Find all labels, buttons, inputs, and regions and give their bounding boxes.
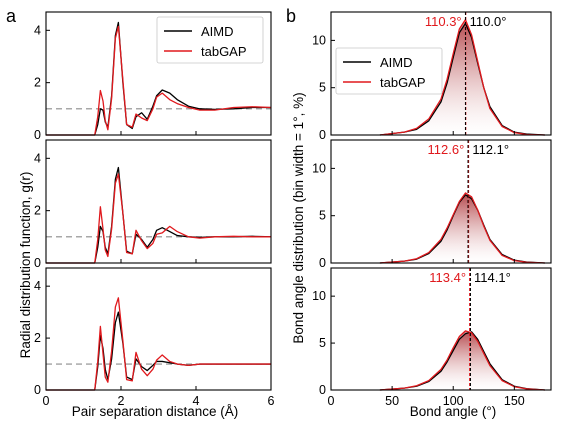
angle-label-tabgap: 113.4° [429,270,466,285]
rdf-y-axis-label: Radial distribution function, g(r) [18,172,33,359]
series-line-tabgap [46,173,271,264]
legend-label-aimd: AIMD [380,55,413,70]
y-tick-label: 0 [319,128,326,142]
y-tick-label: 10 [312,161,326,175]
panel-frame [330,11,552,136]
bond-angle-panel-2: 112.6° 112.1° 0 5 10 [312,139,552,270]
x-tick-label: 4 [193,394,200,408]
series-line-aimd [46,166,272,264]
angle-x-axis-label: Bond angle (°) [410,404,496,419]
y-tick-label: 0 [34,256,41,270]
panel-frame [45,11,272,136]
series-line-aimd [46,21,271,136]
legend-label-aimd: AIMD [201,24,234,39]
y-tick-label: 10 [312,33,326,47]
distribution-fill-tabgap [379,330,545,390]
angle-label-tabgap: 110.3° [425,14,462,29]
bond-angle-panel-1: 110.3° 110.0° 0 5 10 AIMD tabGAP [312,11,552,142]
legend-label-tabgap: tabGAP [201,44,247,59]
x-tick-label: 150 [504,394,525,408]
panel-frame [45,267,272,391]
x-tick-label: 100 [443,394,464,408]
y-tick-label: 2 [34,331,41,345]
x-tick-label: 6 [268,394,275,408]
y-tick-label: 0 [319,383,326,397]
y-tick-label: 0 [319,256,326,270]
x-tick-label: 0 [43,394,50,408]
series-line-tabgap [379,192,545,264]
x-tick-label: 50 [385,394,399,408]
series-line-aimd [379,331,545,391]
rdf-panel-1: 0 2 4 AIMD tabGAP [34,11,272,142]
rdf-panel-2: 0 2 4 [34,139,272,270]
angle-label-tabgap: 112.6° [428,142,465,157]
series-line-tabgap [379,330,545,391]
rdf-panel-3: 0 2 4 0 2 4 6 [34,267,275,408]
y-tick-label: 5 [319,209,326,223]
panel-label-a: a [6,6,17,26]
angle-label-aimd: 114.1° [474,270,511,285]
y-tick-label: 5 [319,81,326,95]
distribution-fill-tabgap [379,19,545,136]
rdf-x-axis-label: Pair separation distance (Å) [72,404,239,419]
series-line-aimd [46,311,271,391]
series-line-tabgap [46,25,272,136]
plot-area: 0 2 4 AIMD tabGAP 0 2 4 0 2 4 0 2 4 6 110.3° 110.0° 0 5 10 A… [34,11,552,408]
angle-label-aimd: 112.1° [472,142,509,157]
x-tick-label: 0 [328,394,335,408]
y-tick-label: 2 [34,204,41,218]
y-tick-label: 4 [34,23,41,37]
angle-label-aimd: 110.0° [470,14,507,29]
panel-label-b: b [286,6,296,26]
panel-frame [330,139,552,264]
y-tick-label: 0 [34,383,41,397]
y-tick-label: 2 [34,76,41,90]
series-line-tabgap [46,297,271,391]
panel-frame [330,267,552,391]
y-tick-label: 5 [319,336,326,350]
y-tick-label: 4 [34,151,41,165]
y-tick-label: 10 [312,289,326,303]
legend-label-tabgap: tabGAP [380,75,426,90]
angle-y-axis-label: Bond angle distribution (bin width = 1°,… [291,92,306,343]
y-tick-label: 4 [34,279,41,293]
y-tick-label: 0 [34,128,41,142]
panel-frame [45,139,272,264]
distribution-fill-tabgap [379,192,545,263]
series-line-aimd [379,194,545,264]
x-tick-label: 2 [118,394,125,408]
